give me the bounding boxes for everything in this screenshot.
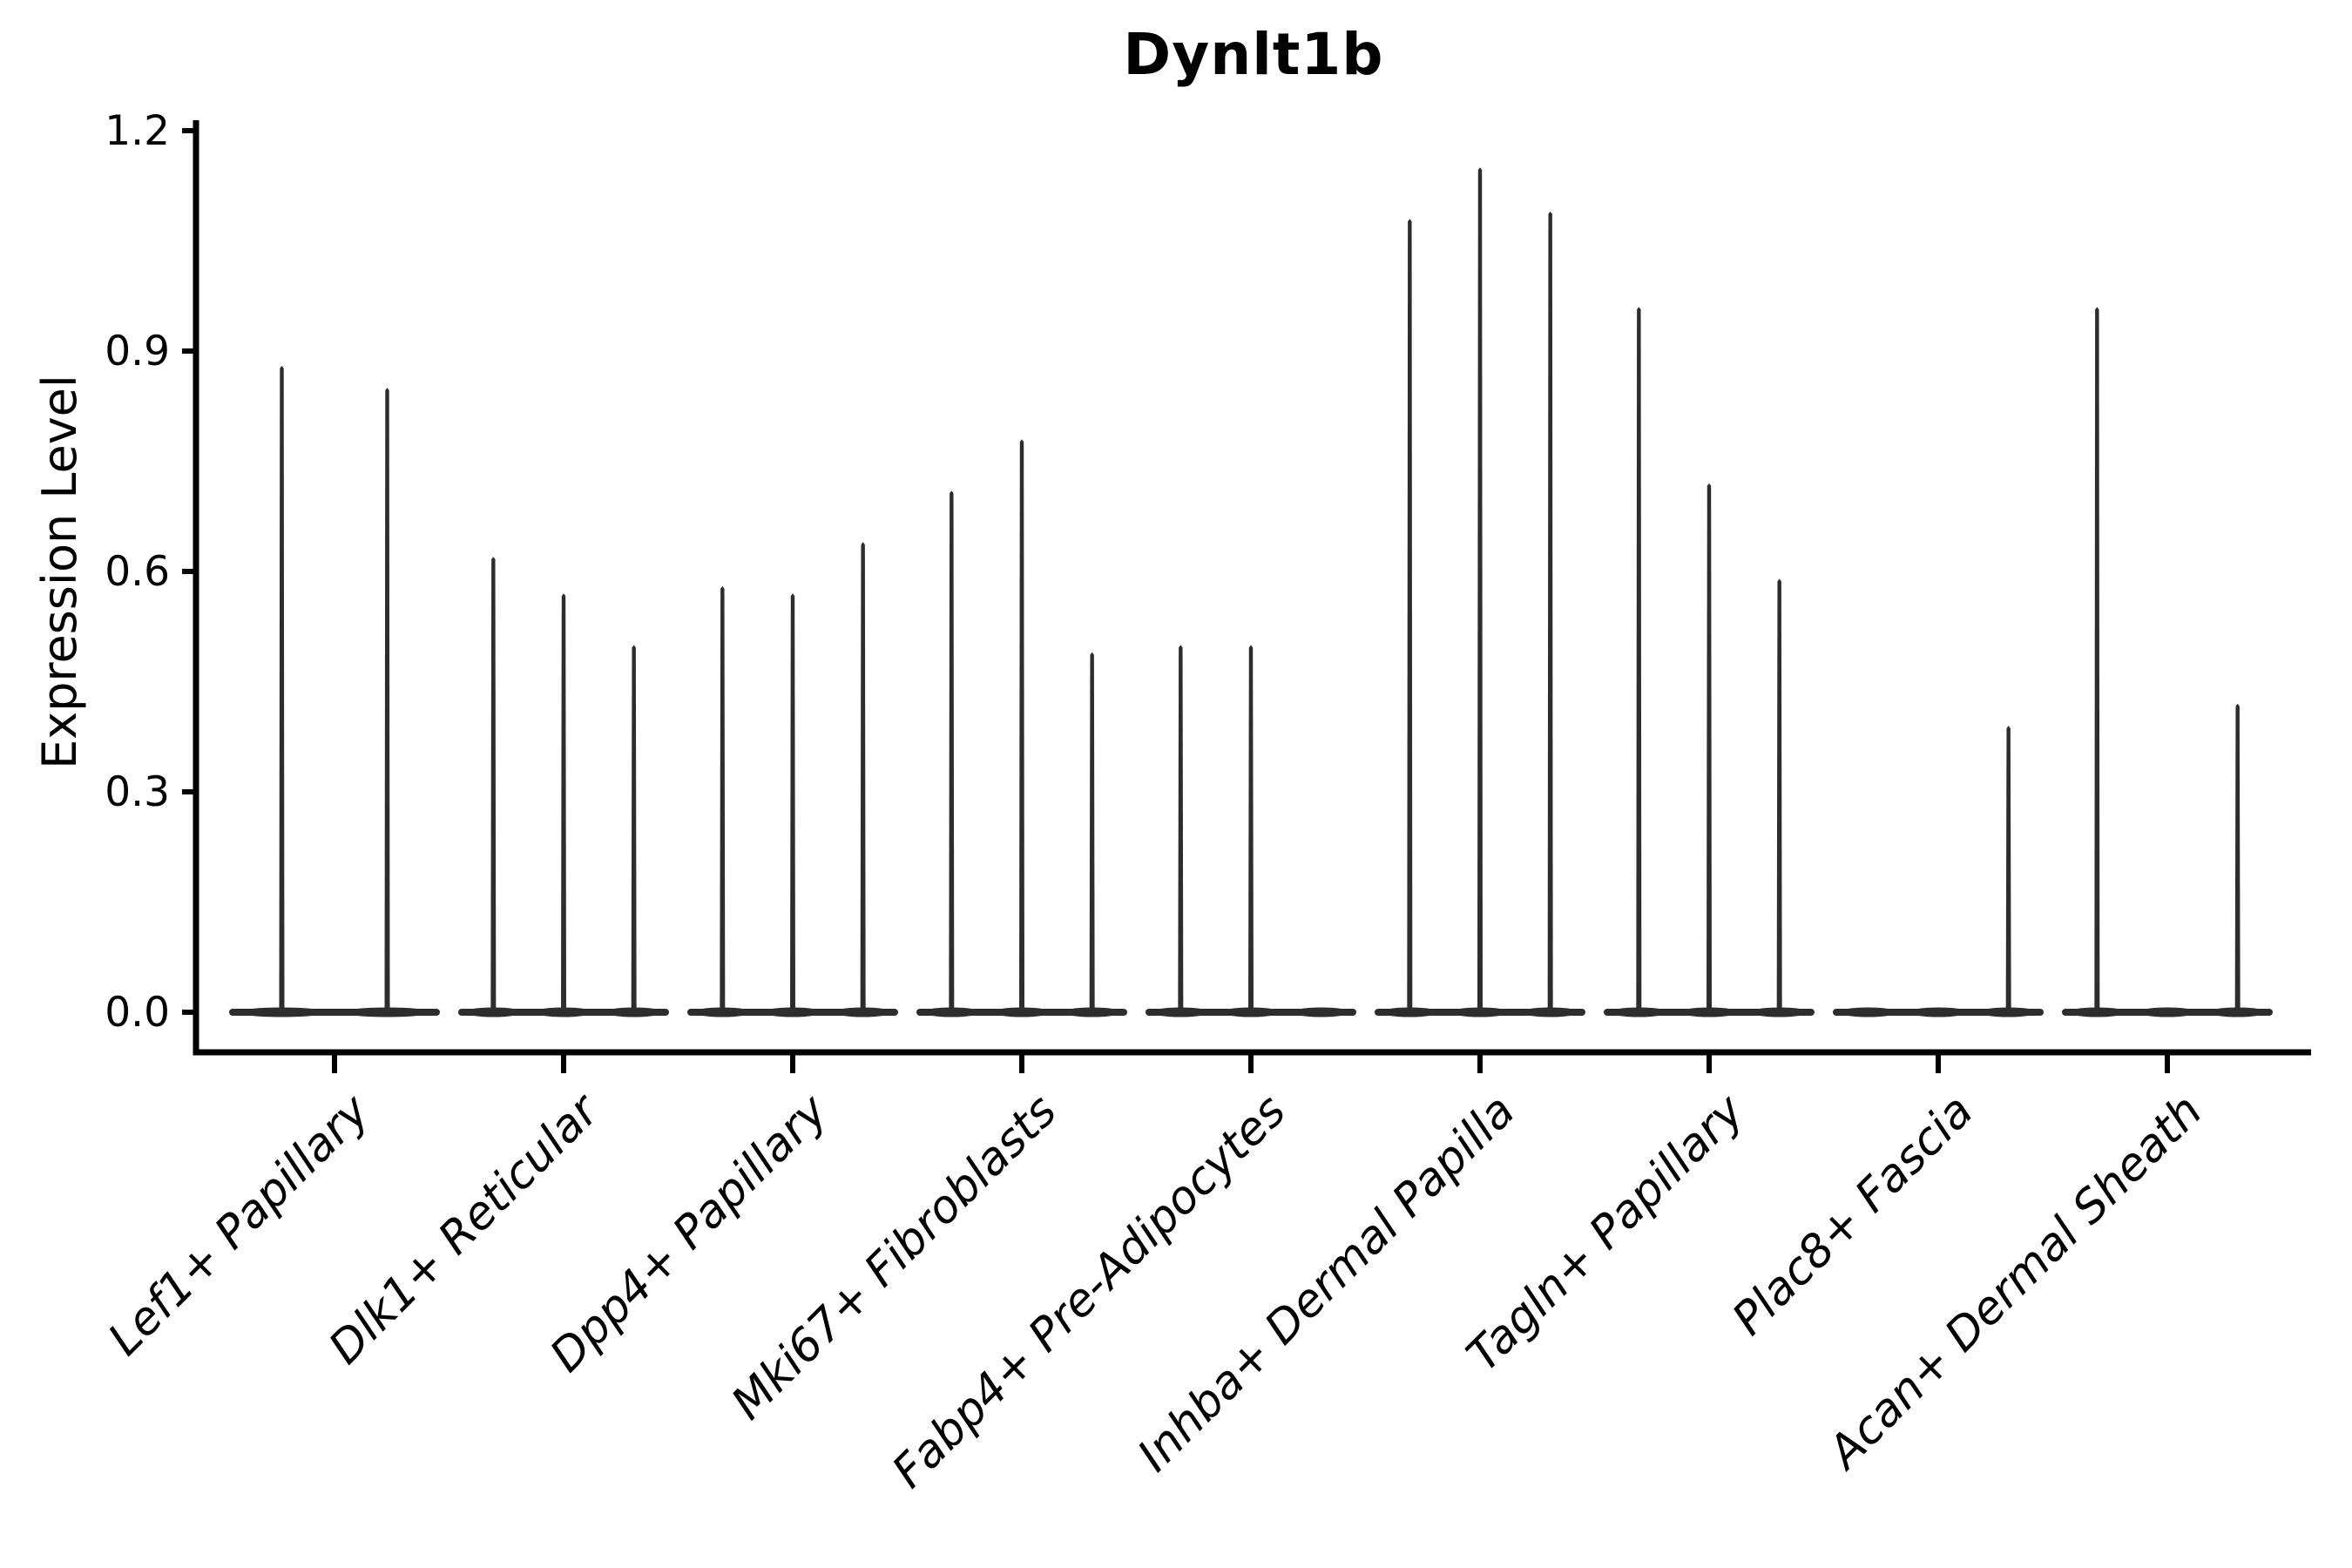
violin-group [687, 542, 898, 1017]
violin-spike [384, 388, 390, 1013]
violin-spike [1178, 645, 1184, 1012]
violin-spike [631, 645, 637, 1012]
violin-spike [1407, 219, 1413, 1012]
violin-body [1838, 1007, 1898, 1017]
violin-spike [1776, 578, 1782, 1012]
violin-body [1909, 1007, 1968, 1017]
violin-group [1375, 167, 1585, 1017]
violin-spike [1248, 645, 1254, 1012]
x-tick-label: Plac8+ Fascia [1723, 1085, 1984, 1345]
violin-spike [1089, 652, 1095, 1012]
violin-body [1291, 1007, 1351, 1017]
x-tick-label: Inhba+ Dermal Papilla [1128, 1085, 1525, 1482]
y-tick-label: 0.0 [105, 989, 170, 1037]
violin-group [458, 557, 669, 1017]
violin-group [229, 365, 440, 1017]
violin-spike [2094, 307, 2100, 1012]
violin-spike [490, 557, 497, 1012]
violin-group [1604, 307, 1815, 1017]
violin-group [1146, 645, 1356, 1017]
violin-spike [860, 542, 866, 1012]
violin-spike [2005, 726, 2011, 1012]
violin-group [2062, 307, 2273, 1017]
violin-spike [949, 490, 955, 1012]
violin-spike [1477, 167, 1483, 1012]
y-tick-label: 0.9 [105, 328, 170, 375]
x-tick-label: Fabp4+ Pre-Adipocytes [882, 1085, 1296, 1498]
violin-body [2138, 1007, 2197, 1017]
violin-spike [790, 593, 795, 1012]
violin-spike [2234, 703, 2240, 1012]
violin-spike [279, 365, 285, 1012]
violin-spike [720, 585, 726, 1012]
violin-spike [1636, 307, 1642, 1012]
violin-spike [1707, 483, 1712, 1012]
violin-group [916, 439, 1127, 1017]
violin-spike [1019, 439, 1024, 1012]
y-tick-label: 1.2 [105, 107, 170, 155]
violin-spike [561, 593, 566, 1012]
y-tick-label: 0.6 [105, 548, 170, 596]
x-tick-label: Acan+ Dermal Sheath [1817, 1085, 2213, 1480]
y-tick-label: 0.3 [105, 768, 170, 816]
violin-group [1833, 726, 2044, 1017]
chart-title: Dynlt1b [1123, 21, 1384, 88]
violin-spike [1547, 211, 1553, 1012]
